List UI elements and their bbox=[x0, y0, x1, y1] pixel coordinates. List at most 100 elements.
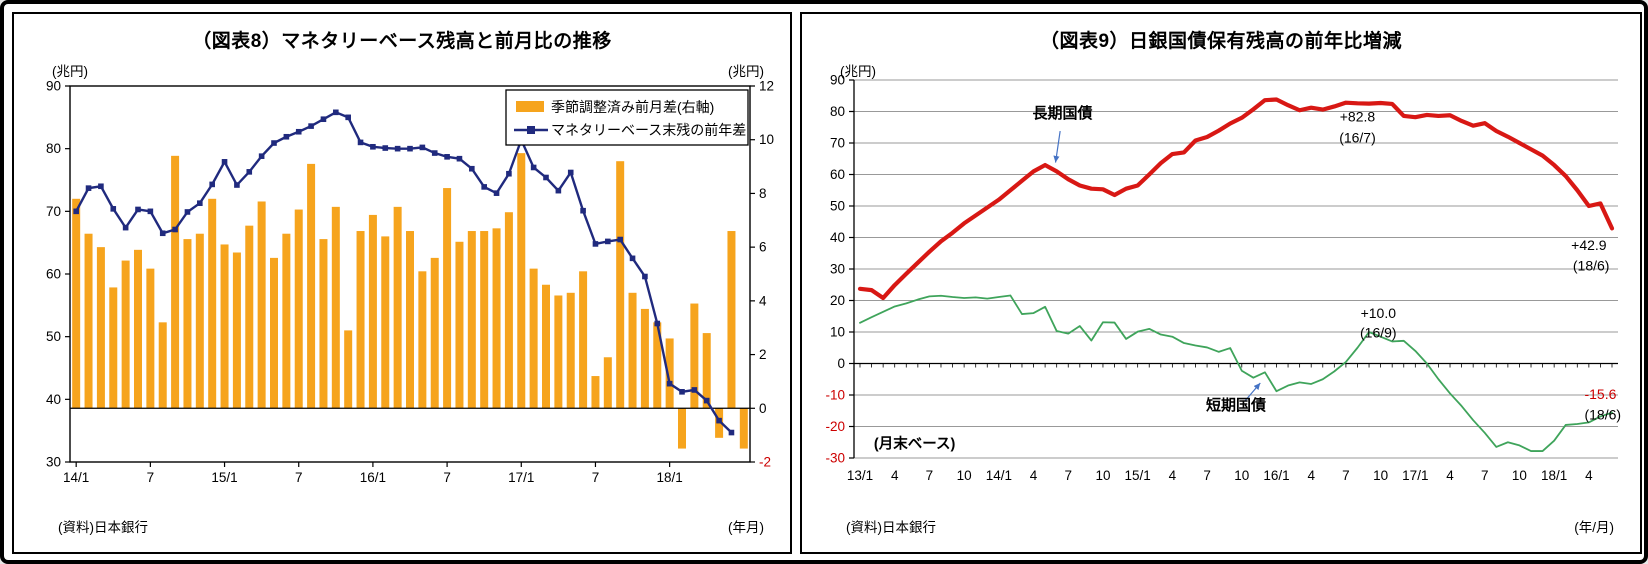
x-axis-tick-label: 18/1 bbox=[656, 470, 682, 485]
x-axis-tick-label: 4 bbox=[1446, 468, 1454, 483]
line-marker bbox=[642, 273, 648, 280]
right-axis-tick-label: 0 bbox=[759, 401, 767, 416]
annotation-text: +42.9 bbox=[1571, 237, 1607, 253]
right-axis-tick-label: 10 bbox=[759, 132, 774, 147]
bar-mom-change bbox=[727, 231, 736, 409]
bar-mom-change bbox=[517, 153, 526, 409]
annotation-text: (18/6) bbox=[1584, 407, 1621, 423]
x-axis-tick-label: 10 bbox=[1095, 468, 1110, 483]
bar-mom-change bbox=[739, 408, 748, 449]
bar-mom-change bbox=[579, 271, 588, 409]
left-axis-unit-label: (兆円) bbox=[52, 64, 88, 79]
x-axis-tick-label: 7 bbox=[147, 470, 155, 485]
line-marker bbox=[345, 114, 351, 121]
line-marker bbox=[431, 150, 438, 156]
bar-mom-change bbox=[492, 228, 501, 409]
bar-mom-change bbox=[616, 161, 625, 409]
line-marker bbox=[679, 389, 685, 395]
line-marker bbox=[555, 187, 562, 194]
bar-mom-change bbox=[690, 303, 699, 409]
y-axis-tick-label: 70 bbox=[830, 136, 845, 151]
line-marker bbox=[629, 255, 636, 262]
line-long-term-jgb bbox=[857, 97, 1615, 301]
annotation-text: (月末ベース) bbox=[874, 435, 956, 453]
annotation-text: (16/9) bbox=[1360, 324, 1397, 340]
x-axis-tick-label: 4 bbox=[891, 468, 899, 483]
bar-mom-change bbox=[270, 257, 278, 409]
x-axis-tick-label: 7 bbox=[295, 470, 303, 485]
x-axis-tick-label: 7 bbox=[592, 470, 600, 485]
line-marker bbox=[147, 208, 154, 215]
annotation-text: +10.0 bbox=[1361, 305, 1397, 321]
line-marker bbox=[506, 170, 512, 177]
source-note-fig9: (資料)日本銀行 bbox=[846, 520, 936, 535]
line-marker bbox=[592, 241, 599, 247]
bar-mom-change bbox=[319, 239, 328, 409]
bar-mom-change bbox=[331, 206, 340, 409]
line-marker bbox=[469, 165, 475, 172]
bar-mom-change bbox=[183, 239, 192, 409]
line-marker bbox=[666, 380, 673, 387]
right-axis-tick-label: 4 bbox=[759, 293, 767, 308]
line-yoy-change bbox=[75, 110, 733, 434]
line-marker bbox=[419, 144, 426, 151]
x-axis-tick-label: 15/1 bbox=[211, 470, 237, 485]
y-axis-unit-label: (兆円) bbox=[840, 64, 876, 79]
x-axis-tick-label: 10 bbox=[957, 468, 972, 483]
bar-mom-change bbox=[257, 201, 266, 409]
x-axis-tick-label: 4 bbox=[1585, 468, 1593, 483]
y-axis-tick-label: 50 bbox=[830, 199, 845, 214]
legend-label-bar: 季節調整済み前月差(右軸) bbox=[551, 99, 714, 115]
x-axis-note-fig8: (年月) bbox=[728, 520, 764, 535]
bar-mom-change bbox=[702, 333, 711, 409]
x-axis-tick-label: 16/1 bbox=[1263, 468, 1289, 483]
bar-mom-change bbox=[96, 247, 105, 409]
line-marker bbox=[617, 236, 623, 243]
line-marker bbox=[320, 116, 327, 123]
bar-mom-change bbox=[665, 338, 674, 409]
bar-mom-change bbox=[406, 231, 414, 409]
chart-title-fig8: （図表8）マネタリーベース残高と前月比の推移 bbox=[192, 31, 612, 52]
x-axis-tick-label: 7 bbox=[1342, 468, 1350, 483]
left-axis-tick-label: 50 bbox=[46, 329, 61, 344]
y-axis-tick-label: 20 bbox=[830, 293, 845, 308]
x-axis-tick-label: 14/1 bbox=[986, 468, 1012, 483]
line-marker bbox=[135, 206, 141, 213]
y-axis-tick-label: -20 bbox=[825, 419, 845, 434]
right-axis-tick-label: 12 bbox=[759, 79, 774, 94]
source-note-fig8: (資料)日本銀行 bbox=[58, 520, 148, 535]
bar-mom-change bbox=[232, 252, 241, 409]
bar-mom-change bbox=[356, 231, 365, 409]
y-axis-tick-label: 90 bbox=[830, 73, 845, 88]
annotation-text: (18/6) bbox=[1573, 258, 1610, 274]
bar-mom-change bbox=[208, 198, 217, 409]
left-axis-tick-label: 80 bbox=[46, 141, 61, 156]
line-marker bbox=[122, 224, 129, 231]
bar-mom-change bbox=[245, 225, 254, 409]
y-axis-tick-label: 0 bbox=[837, 356, 845, 371]
y-axis-tick-label: 10 bbox=[830, 325, 845, 340]
bar-mom-change bbox=[467, 231, 476, 409]
bar-mom-change bbox=[294, 209, 303, 409]
bar-mom-change bbox=[640, 308, 649, 409]
annotation-text: 短期国債 bbox=[1206, 396, 1266, 414]
line-marker bbox=[308, 123, 314, 129]
line-marker bbox=[407, 145, 413, 152]
line-marker bbox=[382, 145, 389, 151]
bar-mom-change bbox=[381, 236, 390, 409]
chart-panel-monetary-base: 90 80 70 60 50 40 30 12 10 8 6 4 2 0 -2 14/1 7 15/1 7 16/1 7… bbox=[12, 12, 792, 554]
y-axis-tick-label: 30 bbox=[830, 262, 845, 277]
x-axis-tick-label: 16/1 bbox=[360, 470, 386, 485]
bar-mom-change bbox=[109, 287, 118, 409]
line-marker bbox=[271, 140, 277, 146]
x-axis-tick-label: 18/1 bbox=[1541, 468, 1567, 483]
right-axis-tick-label: 6 bbox=[759, 240, 767, 255]
line-marker bbox=[283, 133, 290, 140]
annotation-text: 長期国債 bbox=[1032, 104, 1092, 122]
annotation-arrow bbox=[1053, 130, 1061, 163]
bar-mom-change bbox=[678, 408, 686, 449]
right-axis-tick-label: 2 bbox=[759, 347, 767, 362]
line-marker bbox=[543, 174, 549, 181]
annotation-text: (16/7) bbox=[1339, 129, 1376, 145]
